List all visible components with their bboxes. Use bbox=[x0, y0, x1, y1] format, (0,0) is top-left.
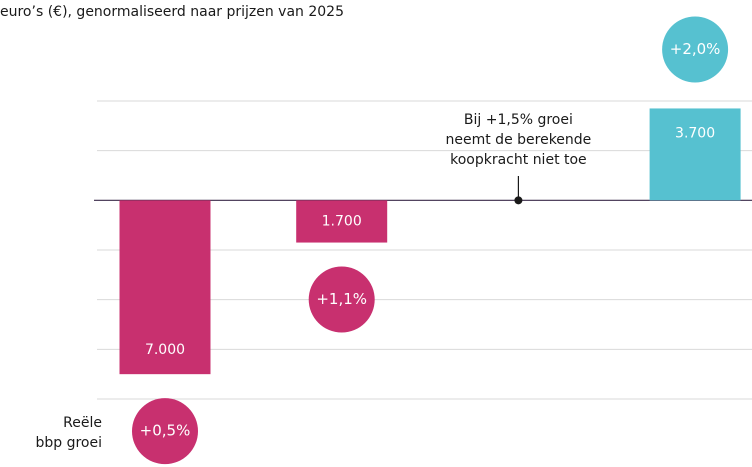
value-label: 1.700 bbox=[322, 213, 362, 229]
annotation: neemt de berekende bbox=[446, 132, 592, 148]
annotation: Bij +1,5% groei bbox=[464, 112, 573, 128]
category-badge bbox=[308, 266, 375, 333]
axis-label: Reële bbox=[63, 415, 102, 431]
category-badge bbox=[132, 398, 198, 465]
point bbox=[514, 196, 523, 205]
x-tick-label: +2,0% bbox=[670, 40, 721, 58]
bar bbox=[119, 200, 211, 375]
bar bbox=[649, 108, 741, 201]
x-tick-label: +0,5% bbox=[140, 422, 191, 440]
axis-label: bbp groei bbox=[35, 435, 102, 451]
annotation: koopkracht niet toe bbox=[450, 152, 587, 168]
bar bbox=[296, 200, 388, 243]
value-label: 7.000 bbox=[145, 342, 185, 358]
value-label: 3.700 bbox=[675, 125, 715, 141]
x-tick-label: +1,1% bbox=[316, 290, 367, 308]
category-badge bbox=[662, 16, 729, 83]
chart-subtitle: euro’s (€), genormaliseerd naar prijzen … bbox=[0, 4, 344, 20]
